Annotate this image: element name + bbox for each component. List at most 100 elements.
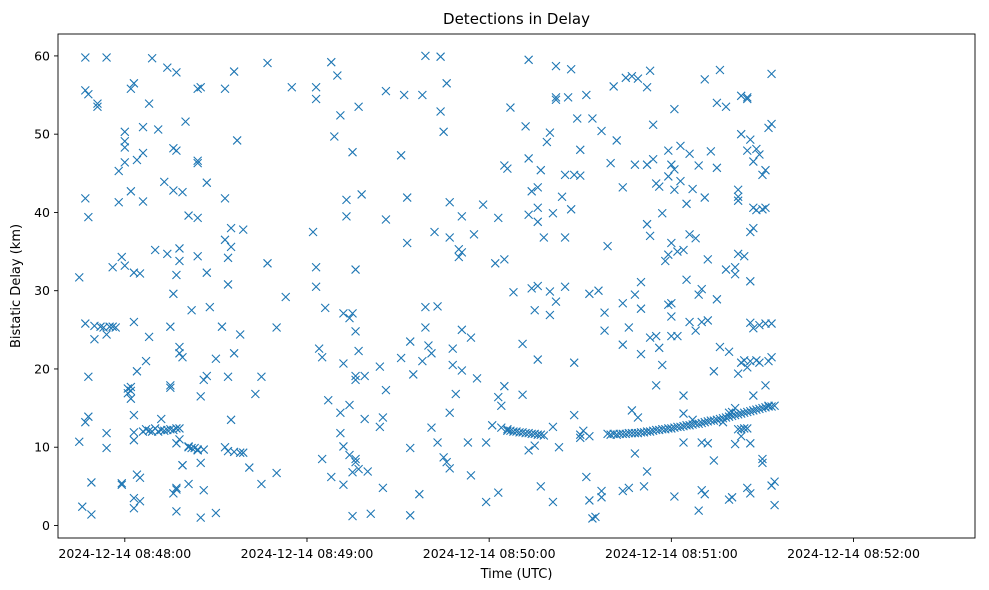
data-point — [524, 154, 534, 163]
data-point — [399, 90, 409, 100]
data-point — [742, 363, 752, 372]
data-point — [402, 193, 412, 202]
y-tick-label: 0 — [42, 518, 50, 533]
data-point — [229, 348, 239, 358]
data-point — [335, 428, 345, 438]
data-point — [366, 509, 376, 519]
data-point — [472, 373, 482, 383]
data-point — [679, 245, 688, 255]
data-point — [436, 107, 445, 116]
plot-area — [58, 34, 975, 538]
x-axis-ticks: 2024-12-14 08:48:00 2024-12-14 08:49:00 20… — [58, 538, 920, 561]
data-point — [199, 485, 209, 495]
data-point — [339, 442, 348, 451]
data-point — [396, 353, 406, 363]
data-point — [129, 427, 139, 437]
data-point — [172, 270, 181, 280]
data-point — [144, 332, 154, 342]
data-point — [536, 481, 546, 491]
data-point — [575, 171, 585, 181]
data-point — [666, 424, 676, 433]
data-point — [572, 114, 582, 123]
y-axis-ticks: 0 10 20 30 40 50 60 — [34, 48, 58, 533]
data-point — [588, 114, 597, 123]
data-point — [172, 146, 181, 155]
data-point — [761, 165, 770, 175]
data-point — [232, 136, 242, 145]
data-point — [168, 289, 178, 299]
data-point — [317, 352, 327, 362]
data-point — [636, 304, 646, 314]
data-point — [199, 445, 209, 454]
data-point — [165, 383, 175, 393]
data-point — [560, 282, 570, 292]
data-point — [129, 503, 139, 513]
data-point — [220, 193, 230, 203]
data-point — [196, 458, 206, 468]
y-tick-label: 10 — [34, 440, 50, 455]
data-point — [636, 349, 646, 359]
data-point — [770, 401, 779, 411]
data-point — [591, 512, 600, 522]
data-point — [381, 86, 391, 96]
data-point — [117, 252, 127, 262]
data-point — [311, 262, 321, 272]
data-point — [600, 308, 609, 317]
data-point — [767, 119, 776, 129]
data-point — [87, 478, 96, 487]
data-point — [736, 91, 746, 101]
data-point — [83, 212, 93, 222]
x-tick-label: 2024-12-14 08:48:00 — [58, 546, 191, 561]
data-point — [360, 371, 370, 381]
data-point — [767, 352, 776, 362]
data-point — [323, 395, 333, 405]
data-point — [220, 442, 230, 452]
data-point — [627, 71, 637, 81]
data-point — [144, 99, 154, 109]
y-tick-label: 60 — [34, 48, 50, 63]
data-point — [730, 262, 740, 272]
data-point — [758, 403, 767, 413]
data-point — [80, 193, 90, 203]
data-point — [287, 82, 297, 92]
y-tick-label: 30 — [34, 283, 50, 298]
data-point — [448, 344, 458, 353]
data-point — [551, 297, 561, 307]
data-point — [193, 213, 203, 223]
data-point — [645, 427, 655, 436]
data-points — [74, 51, 779, 523]
data-point — [199, 375, 209, 385]
data-point — [147, 53, 157, 63]
data-point — [414, 489, 424, 499]
data-point — [80, 53, 90, 62]
data-point — [496, 423, 506, 433]
data-point — [594, 286, 603, 296]
data-point — [457, 325, 467, 335]
data-point — [694, 419, 704, 429]
data-point — [126, 386, 136, 396]
data-point — [733, 249, 743, 259]
data-point — [175, 348, 184, 358]
data-point — [533, 217, 543, 227]
data-point — [311, 82, 321, 92]
data-point — [172, 424, 181, 433]
data-point — [445, 463, 455, 473]
data-point — [314, 344, 324, 353]
data-point — [132, 366, 142, 376]
data-point — [257, 479, 266, 489]
data-point — [551, 61, 561, 71]
data-point — [120, 157, 130, 167]
data-point — [724, 412, 734, 422]
data-point — [433, 301, 442, 311]
data-point — [755, 404, 764, 414]
data-point — [642, 219, 652, 229]
data-point — [375, 362, 385, 371]
data-point — [745, 276, 755, 286]
data-point — [178, 352, 187, 362]
data-point — [126, 394, 136, 404]
data-point — [439, 127, 449, 137]
data-point — [223, 253, 233, 263]
data-point — [721, 265, 731, 274]
x-tick-label: 2024-12-14 08:49:00 — [241, 546, 374, 561]
data-point — [345, 450, 354, 460]
